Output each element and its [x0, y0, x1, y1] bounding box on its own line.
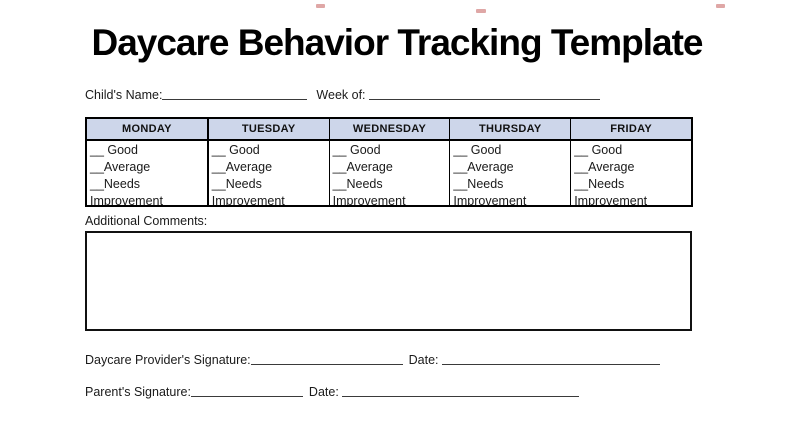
provider-date-field[interactable]: [441, 353, 660, 365]
behavior-option-line[interactable]: __Average: [332, 160, 393, 174]
behavior-option-line[interactable]: __Needs: [453, 177, 504, 191]
parent-signature-field[interactable]: [190, 385, 303, 397]
parent-signature-label: Parent's Signature:: [85, 385, 191, 399]
behavior-option-line[interactable]: __ Good: [453, 143, 502, 157]
red-artifact-mark: [316, 4, 325, 8]
behavior-option-line[interactable]: __Average: [453, 160, 514, 174]
provider-date-label: Date:: [408, 353, 439, 367]
day-header: TUESDAY: [208, 119, 329, 141]
day-options: __ Good __Average __Needs Improvement: [330, 141, 450, 205]
comments-box[interactable]: [85, 231, 692, 331]
day-header: THURSDAY: [450, 119, 571, 141]
red-artifact-mark: [716, 4, 725, 8]
provider-signature-row: Daycare Provider's Signature: Date:: [85, 353, 662, 367]
day-header: WEDNESDAY: [329, 119, 450, 141]
day-options: __ Good __Average __Needs Improvement: [209, 141, 329, 205]
parent-signature-row: Parent's Signature: Date:: [85, 385, 581, 399]
behavior-option-line[interactable]: __ Good: [332, 143, 381, 157]
day-column: TUESDAY __ Good __Average __Needs Improvemen…: [208, 119, 330, 205]
child-name-field[interactable]: [162, 88, 308, 100]
page-title: Daycare Behavior Tracking Template: [91, 22, 703, 63]
provider-signature-label: Daycare Provider's Signature:: [85, 353, 251, 367]
behavior-option-line[interactable]: __Average: [574, 160, 635, 174]
red-artifact-mark: [476, 9, 486, 13]
behavior-option-line[interactable]: Improvement: [453, 194, 527, 205]
behavior-option-line[interactable]: __ Good: [90, 143, 138, 157]
week-of-field[interactable]: [368, 88, 600, 100]
behavior-option-line[interactable]: Improvement: [332, 194, 406, 205]
week-of-label: Week of:: [316, 88, 366, 102]
behavior-option-line[interactable]: __ Good: [574, 143, 623, 157]
behavior-option-line[interactable]: Improvement: [211, 194, 285, 205]
behavior-option-line[interactable]: __Needs: [332, 177, 383, 191]
day-header: MONDAY: [87, 119, 207, 141]
behavior-option-line[interactable]: Improvement: [90, 194, 163, 205]
name-week-row: Child's Name: Week of:: [85, 88, 602, 102]
behavior-option-line[interactable]: __Average: [211, 160, 273, 174]
parent-date-field[interactable]: [341, 385, 579, 397]
behavior-option-line[interactable]: __Needs: [574, 177, 625, 191]
day-header: FRIDAY: [571, 119, 691, 141]
child-name-label: Child's Name:: [85, 88, 163, 102]
day-column: FRIDAY __ Good __Average __Needs Improvement: [571, 119, 691, 205]
parent-date-label: Date:: [308, 385, 339, 399]
day-column: MONDAY __ Good __Average __Needs Improvement: [87, 119, 209, 205]
behavior-option-line[interactable]: __Needs: [90, 177, 141, 191]
behavior-option-line[interactable]: __Needs: [211, 177, 262, 191]
behavior-option-line[interactable]: __ Good: [211, 143, 260, 157]
day-options: __ Good __Average __Needs Improvement: [450, 141, 570, 205]
additional-comments-label: Additional Comments:: [85, 214, 208, 228]
day-options: __ Good __Average __Needs Improvement: [87, 141, 207, 205]
day-column: THURSDAY __ Good __Average __Needs Improveme…: [450, 119, 572, 205]
day-column: WEDNESDAY __ Good __Average __Needs Improvem…: [329, 119, 451, 205]
behavior-option-line[interactable]: Improvement: [574, 194, 648, 205]
behavior-table: MONDAY __ Good __Average __Needs Improvement…: [85, 117, 693, 207]
provider-signature-field[interactable]: [250, 353, 403, 365]
behavior-option-line[interactable]: __Average: [90, 160, 151, 174]
day-options: __ Good __Average __Needs Improvement: [571, 141, 691, 205]
